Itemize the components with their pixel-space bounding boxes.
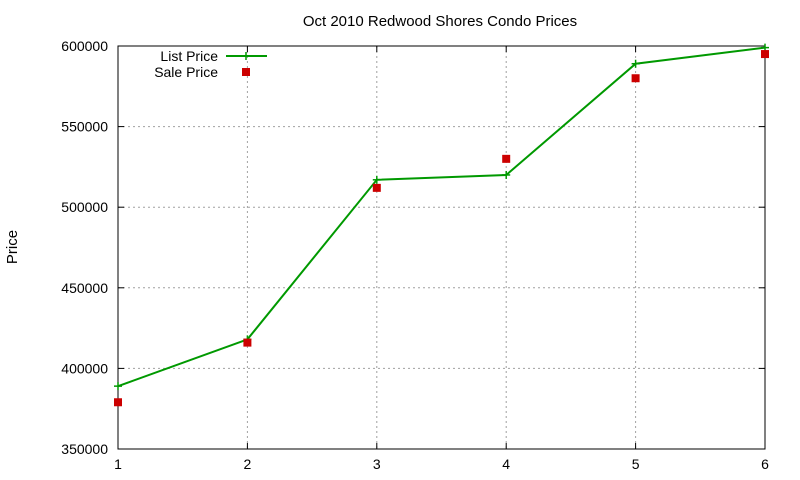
data-point-sale-price	[114, 398, 122, 407]
legend-swatch-marker-list-price	[242, 52, 250, 60]
x-tick-label: 3	[373, 456, 381, 472]
data-point-sale-price	[502, 154, 511, 163]
legend-label-list-price: List Price	[160, 48, 218, 64]
data-point-sale-price	[631, 74, 640, 83]
x-tick-label: 1	[114, 456, 122, 472]
data-point-sale-price	[372, 183, 381, 192]
y-tick-label: 550000	[61, 119, 108, 135]
series-line-list-price	[117, 46, 766, 388]
axis-ticks: 1 2 3 4 5 6 350000 400000 450000 500000 550000 6000…	[61, 38, 769, 472]
data-point-list-price	[502, 170, 511, 179]
y-tick-label: 600000	[61, 38, 108, 54]
y-tick-label: 350000	[61, 441, 108, 457]
data-point-sale-price	[243, 338, 252, 347]
legend-label-sale-price: Sale Price	[154, 64, 218, 80]
legend-swatch-marker-sale-price	[242, 68, 250, 76]
x-tick-label: 2	[244, 456, 252, 472]
series-layer	[114, 43, 769, 407]
series-list-price	[114, 43, 769, 391]
y-tick-label: 450000	[61, 280, 108, 296]
data-point-sale-price	[761, 50, 769, 59]
x-tick-label: 4	[502, 456, 510, 472]
data-point-list-price	[631, 59, 640, 68]
data-point-list-price	[114, 382, 122, 391]
x-tick-label: 6	[761, 456, 769, 472]
y-tick-label: 400000	[61, 360, 108, 376]
grid-lines	[118, 46, 765, 449]
plot-frame	[117, 45, 766, 450]
chart-title: Oct 2010 Redwood Shores Condo Prices	[303, 13, 577, 30]
y-tick-label: 500000	[61, 199, 108, 215]
y-axis-label: Price	[4, 230, 21, 264]
x-tick-label: 5	[632, 456, 640, 472]
data-point-list-price	[372, 175, 381, 184]
series-sale-price	[114, 50, 769, 407]
